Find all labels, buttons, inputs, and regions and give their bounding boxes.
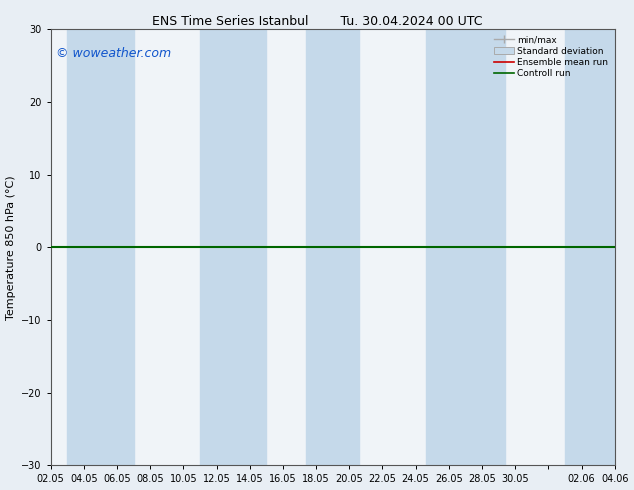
- Legend: min/max, Standard deviation, Ensemble mean run, Controll run: min/max, Standard deviation, Ensemble me…: [492, 34, 610, 80]
- Text: © woweather.com: © woweather.com: [56, 47, 171, 60]
- Bar: [565, 29, 631, 465]
- Y-axis label: Temperature 850 hPa (°C): Temperature 850 hPa (°C): [6, 175, 16, 319]
- Bar: [306, 29, 359, 465]
- Bar: [425, 29, 505, 465]
- Text: ENS Time Series Istanbul        Tu. 30.04.2024 00 UTC: ENS Time Series Istanbul Tu. 30.04.2024 …: [152, 15, 482, 28]
- Bar: [67, 29, 134, 465]
- Bar: [200, 29, 266, 465]
